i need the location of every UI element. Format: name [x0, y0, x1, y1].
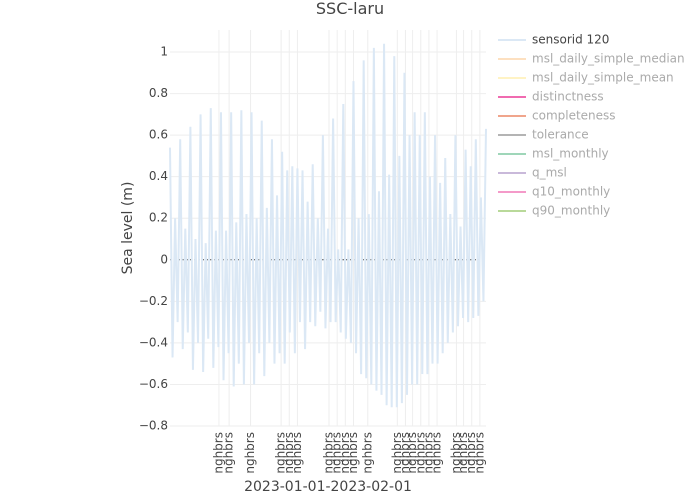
- legend-label: completeness: [532, 109, 616, 123]
- x-tick-label: nghbrs: [398, 432, 412, 474]
- x-tick-label: nghbrs: [390, 432, 404, 474]
- legend-label: q10_monthly: [532, 185, 610, 199]
- data-line: [169, 43, 487, 408]
- x-tick-label: nghbrs: [464, 432, 478, 474]
- legend-label: q_msl: [532, 166, 567, 180]
- y-tick-label: −0.2: [139, 294, 168, 308]
- y-tick-label: 1: [160, 45, 168, 59]
- y-axis-title: Sea level (m): [120, 182, 136, 275]
- x-tick-label: nghbrs: [472, 432, 486, 474]
- x-tick-label: nghbrs: [430, 432, 444, 474]
- legend-label: tolerance: [532, 128, 589, 142]
- x-tick-label: nghbrs: [421, 432, 435, 474]
- y-tick-label: 0.8: [149, 86, 168, 100]
- x-tick-label: nghbrs: [222, 432, 236, 474]
- x-axis-title: 2023-01-01-2023-02-01: [244, 479, 412, 495]
- legend-label: msl_monthly: [532, 147, 609, 161]
- legend-label: msl_daily_simple_median: [532, 52, 685, 66]
- x-tick-label: nghbrs: [449, 432, 463, 474]
- legend-label: q90_monthly: [532, 204, 610, 218]
- x-tick-label: nghbrs: [405, 432, 419, 474]
- x-tick-label: nghbrs: [338, 432, 352, 474]
- x-tick-label: nghbrs: [360, 432, 374, 474]
- chart-title: SSC-laru: [316, 0, 384, 18]
- x-tick-label: nghbrs: [346, 432, 360, 474]
- x-tick-label: nghbrs: [290, 432, 304, 474]
- x-tick-label: nghbrs: [413, 432, 427, 474]
- x-tick-label: nghbrs: [282, 432, 296, 474]
- y-tick-label: −0.8: [139, 419, 168, 433]
- y-tick-label: −0.4: [139, 335, 168, 349]
- y-tick-label: 0.4: [149, 169, 168, 183]
- y-tick-label: 0.2: [149, 211, 168, 225]
- x-tick-label: nghbrs: [274, 432, 288, 474]
- y-tick-label: 0.6: [149, 128, 168, 142]
- x-tick-label: nghbrs: [322, 432, 336, 474]
- x-tick-label: nghbrs: [456, 432, 470, 474]
- x-tick-label: nghbrs: [211, 432, 225, 474]
- legend-label: distinctness: [532, 90, 604, 104]
- y-tick-label: 0: [160, 252, 168, 266]
- x-tick-label: nghbrs: [330, 432, 344, 474]
- x-tick-label: nghbrs: [243, 432, 257, 474]
- legend-label: msl_daily_simple_mean: [532, 71, 674, 85]
- y-tick-label: −0.6: [139, 377, 168, 391]
- legend-label: sensorid 120: [532, 33, 609, 47]
